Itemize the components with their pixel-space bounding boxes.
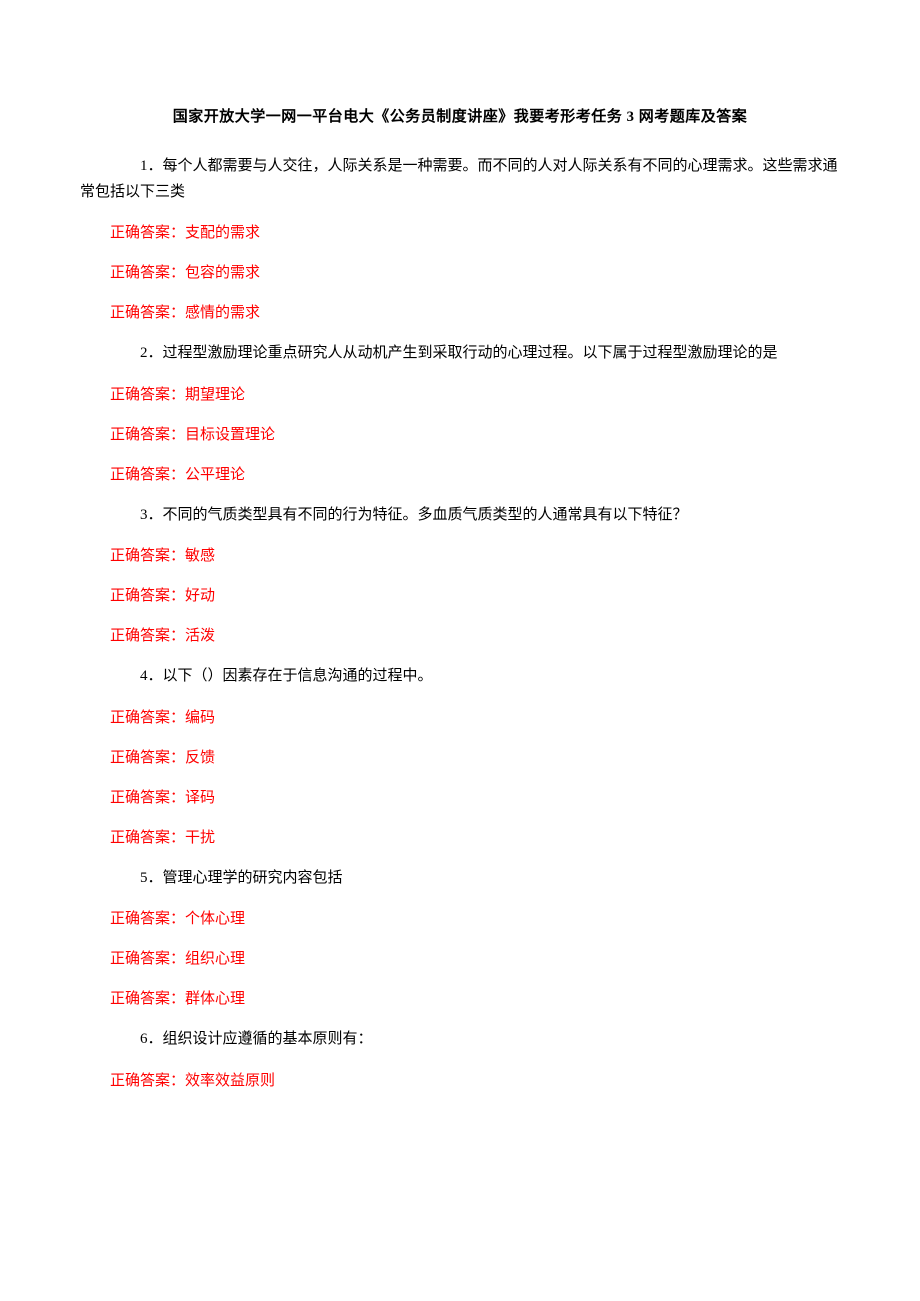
answer-value: 效率效益原则 — [185, 1073, 275, 1089]
answer-prefix: 正确答案： — [110, 951, 185, 967]
answer-line: 正确答案：包容的需求 — [80, 261, 840, 285]
answer-line: 正确答案：干扰 — [80, 826, 840, 850]
answer-value: 组织心理 — [185, 951, 245, 967]
answer-value: 干扰 — [185, 830, 215, 846]
question-number: 4 — [110, 664, 148, 690]
answer-prefix: 正确答案： — [110, 830, 185, 846]
question-number: 5 — [110, 866, 148, 892]
answer-prefix: 正确答案： — [110, 991, 185, 1007]
question-body: ．以下（）因素存在于信息沟通的过程中。 — [148, 668, 433, 684]
answer-line: 正确答案：效率效益原则 — [80, 1069, 840, 1093]
question-block: 5．管理心理学的研究内容包括正确答案：个体心理正确答案：组织心理正确答案：群体心… — [80, 866, 840, 1012]
answer-value: 好动 — [185, 588, 215, 604]
answer-value: 反馈 — [185, 750, 215, 766]
answer-prefix: 正确答案： — [110, 265, 185, 281]
answer-value: 群体心理 — [185, 991, 245, 1007]
question-text: 5．管理心理学的研究内容包括 — [80, 866, 840, 892]
answer-prefix: 正确答案： — [110, 911, 185, 927]
answer-prefix: 正确答案： — [110, 387, 185, 403]
question-body: ．过程型激励理论重点研究人从动机产生到采取行动的心理过程。以下属于过程型激励理论… — [148, 345, 778, 361]
answer-prefix: 正确答案： — [110, 548, 185, 564]
answer-line: 正确答案：敏感 — [80, 544, 840, 568]
answer-prefix: 正确答案： — [110, 710, 185, 726]
answer-value: 期望理论 — [185, 387, 245, 403]
answer-value: 活泼 — [185, 628, 215, 644]
answer-value: 公平理论 — [185, 467, 245, 483]
answer-prefix: 正确答案： — [110, 1073, 185, 1089]
answer-prefix: 正确答案： — [110, 305, 185, 321]
answer-prefix: 正确答案： — [110, 588, 185, 604]
question-body: ．不同的气质类型具有不同的行为特征。多血质气质类型的人通常具有以下特征？ — [148, 507, 688, 523]
answer-line: 正确答案：反馈 — [80, 746, 840, 770]
question-text: 6．组织设计应遵循的基本原则有： — [80, 1027, 840, 1053]
question-number: 1 — [110, 154, 148, 180]
question-block: 2．过程型激励理论重点研究人从动机产生到采取行动的心理过程。以下属于过程型激励理… — [80, 341, 840, 487]
answer-value: 敏感 — [185, 548, 215, 564]
answer-prefix: 正确答案： — [110, 790, 185, 806]
answer-line: 正确答案：目标设置理论 — [80, 423, 840, 447]
answer-value: 个体心理 — [185, 911, 245, 927]
question-block: 3．不同的气质类型具有不同的行为特征。多血质气质类型的人通常具有以下特征？ 正确答… — [80, 503, 840, 649]
answer-line: 正确答案：组织心理 — [80, 947, 840, 971]
question-block: 4．以下（）因素存在于信息沟通的过程中。正确答案：编码正确答案：反馈正确答案：译… — [80, 664, 840, 850]
answer-prefix: 正确答案： — [110, 750, 185, 766]
answer-value: 译码 — [185, 790, 215, 806]
answer-value: 感情的需求 — [185, 305, 260, 321]
question-text: 1．每个人都需要与人交往，人际关系是一种需要。而不同的人对人际关系有不同的心理需… — [80, 154, 840, 205]
answer-line: 正确答案：编码 — [80, 706, 840, 730]
answer-line: 正确答案：感情的需求 — [80, 301, 840, 325]
question-text: 3．不同的气质类型具有不同的行为特征。多血质气质类型的人通常具有以下特征？ — [80, 503, 840, 529]
answer-value: 编码 — [185, 710, 215, 726]
question-block: 6．组织设计应遵循的基本原则有： 正确答案：效率效益原则 — [80, 1027, 840, 1093]
answer-line: 正确答案：群体心理 — [80, 987, 840, 1011]
question-text: 2．过程型激励理论重点研究人从动机产生到采取行动的心理过程。以下属于过程型激励理… — [80, 341, 840, 367]
answer-line: 正确答案：期望理论 — [80, 383, 840, 407]
answer-line: 正确答案：支配的需求 — [80, 221, 840, 245]
answer-line: 正确答案：活泼 — [80, 624, 840, 648]
answer-value: 目标设置理论 — [185, 427, 275, 443]
answer-prefix: 正确答案： — [110, 427, 185, 443]
question-number: 3 — [110, 503, 148, 529]
question-body: ．管理心理学的研究内容包括 — [148, 870, 343, 886]
document-title: 国家开放大学一网一平台电大《公务员制度讲座》我要考形考任务 3 网考题库及答案 — [80, 105, 840, 126]
answer-line: 正确答案：好动 — [80, 584, 840, 608]
question-number: 6 — [110, 1027, 148, 1053]
question-text: 4．以下（）因素存在于信息沟通的过程中。 — [80, 664, 840, 690]
answer-prefix: 正确答案： — [110, 467, 185, 483]
question-block: 1．每个人都需要与人交往，人际关系是一种需要。而不同的人对人际关系有不同的心理需… — [80, 154, 840, 325]
answer-prefix: 正确答案： — [110, 628, 185, 644]
answer-line: 正确答案：公平理论 — [80, 463, 840, 487]
questions-container: 1．每个人都需要与人交往，人际关系是一种需要。而不同的人对人际关系有不同的心理需… — [80, 154, 840, 1093]
question-number: 2 — [110, 341, 148, 367]
answer-value: 支配的需求 — [185, 225, 260, 241]
question-body: ．每个人都需要与人交往，人际关系是一种需要。而不同的人对人际关系有不同的心理需求… — [80, 158, 838, 200]
answer-value: 包容的需求 — [185, 265, 260, 281]
answer-line: 正确答案：个体心理 — [80, 907, 840, 931]
question-body: ．组织设计应遵循的基本原则有： — [148, 1031, 373, 1047]
answer-line: 正确答案：译码 — [80, 786, 840, 810]
answer-prefix: 正确答案： — [110, 225, 185, 241]
